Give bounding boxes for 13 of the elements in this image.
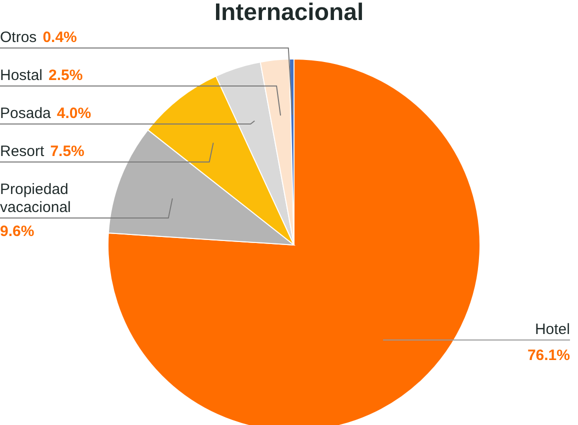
slice-label: Resort xyxy=(0,143,44,160)
slice-label: Otros xyxy=(0,29,37,46)
chart-title: Internacional xyxy=(214,0,364,26)
data-label: 2.5% xyxy=(48,67,83,84)
slice-label: Propiedad vacacional xyxy=(0,181,71,216)
data-label: 0.4% xyxy=(42,29,77,46)
data-label: 76.1% xyxy=(527,346,570,364)
slice-label: Hostal xyxy=(0,67,43,84)
data-label: 7.5% xyxy=(50,143,84,160)
data-label: 4.0% xyxy=(56,105,92,122)
slice-label: Posada xyxy=(0,105,51,122)
slice-label: Hotel xyxy=(534,320,570,338)
data-label: 9.6% xyxy=(0,223,34,240)
